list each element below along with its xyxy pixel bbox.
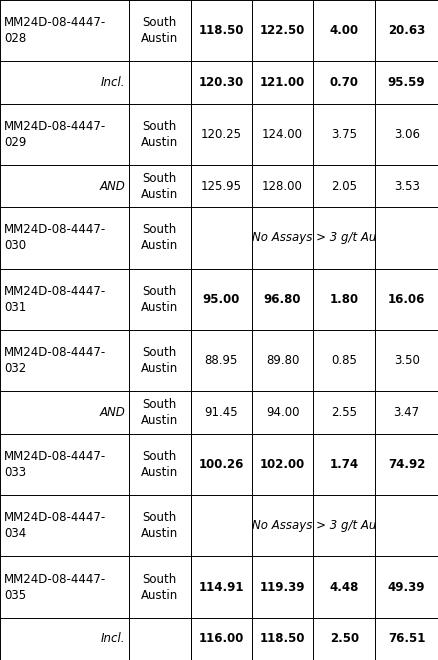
Text: South
Austin: South Austin — [141, 398, 179, 427]
Text: 100.26: 100.26 — [198, 458, 244, 471]
Text: Incl.: Incl. — [101, 76, 125, 89]
Text: 120.30: 120.30 — [198, 76, 244, 89]
Text: 76.51: 76.51 — [388, 632, 425, 645]
Text: 95.00: 95.00 — [202, 293, 240, 306]
Text: No Assays > 3 g/t Au: No Assays > 3 g/t Au — [252, 519, 376, 532]
Text: 3.06: 3.06 — [394, 128, 420, 141]
Text: 96.80: 96.80 — [264, 293, 301, 306]
Text: MM24D-08-4447-
031: MM24D-08-4447- 031 — [4, 285, 106, 314]
Text: 1.80: 1.80 — [330, 293, 359, 306]
Text: 91.45: 91.45 — [205, 406, 238, 419]
Text: South
Austin: South Austin — [141, 172, 179, 201]
Text: 3.50: 3.50 — [394, 354, 420, 367]
Text: 0.85: 0.85 — [331, 354, 357, 367]
Text: AND: AND — [99, 180, 125, 193]
Text: 74.92: 74.92 — [388, 458, 425, 471]
Text: 118.50: 118.50 — [260, 632, 305, 645]
Text: 95.59: 95.59 — [388, 76, 425, 89]
Text: 3.53: 3.53 — [394, 180, 420, 193]
Text: 1.74: 1.74 — [330, 458, 359, 471]
Text: 128.00: 128.00 — [262, 180, 303, 193]
Text: South
Austin: South Austin — [141, 223, 179, 252]
Text: South
Austin: South Austin — [141, 512, 179, 540]
Text: No Assays > 3 g/t Au: No Assays > 3 g/t Au — [252, 232, 376, 244]
Text: MM24D-08-4447-
034: MM24D-08-4447- 034 — [4, 512, 106, 540]
Text: 94.00: 94.00 — [266, 406, 299, 419]
Text: 2.05: 2.05 — [331, 180, 357, 193]
Text: 114.91: 114.91 — [198, 581, 244, 593]
Text: 49.39: 49.39 — [388, 581, 425, 593]
Text: MM24D-08-4447-
028: MM24D-08-4447- 028 — [4, 16, 106, 45]
Text: 4.00: 4.00 — [330, 24, 359, 37]
Text: 3.75: 3.75 — [331, 128, 357, 141]
Text: South
Austin: South Austin — [141, 285, 179, 314]
Text: 89.80: 89.80 — [266, 354, 299, 367]
Text: MM24D-08-4447-
032: MM24D-08-4447- 032 — [4, 346, 106, 375]
Text: 119.39: 119.39 — [260, 581, 305, 593]
Text: 118.50: 118.50 — [198, 24, 244, 37]
Text: South
Austin: South Austin — [141, 16, 179, 45]
Text: South
Austin: South Austin — [141, 120, 179, 148]
Text: 3.47: 3.47 — [394, 406, 420, 419]
Text: 124.00: 124.00 — [262, 128, 303, 141]
Text: 120.25: 120.25 — [201, 128, 242, 141]
Text: 4.48: 4.48 — [329, 581, 359, 593]
Text: MM24D-08-4447-
029: MM24D-08-4447- 029 — [4, 120, 106, 148]
Text: MM24D-08-4447-
030: MM24D-08-4447- 030 — [4, 223, 106, 252]
Text: 122.50: 122.50 — [260, 24, 305, 37]
Text: South
Austin: South Austin — [141, 450, 179, 478]
Text: South
Austin: South Austin — [141, 346, 179, 375]
Text: AND: AND — [99, 406, 125, 419]
Text: 102.00: 102.00 — [260, 458, 305, 471]
Text: 116.00: 116.00 — [198, 632, 244, 645]
Text: 20.63: 20.63 — [388, 24, 425, 37]
Text: South
Austin: South Austin — [141, 573, 179, 602]
Text: 121.00: 121.00 — [260, 76, 305, 89]
Text: 0.70: 0.70 — [330, 76, 359, 89]
Text: 2.50: 2.50 — [330, 632, 359, 645]
Text: 2.55: 2.55 — [331, 406, 357, 419]
Text: MM24D-08-4447-
033: MM24D-08-4447- 033 — [4, 450, 106, 478]
Text: MM24D-08-4447-
035: MM24D-08-4447- 035 — [4, 573, 106, 602]
Text: 125.95: 125.95 — [201, 180, 242, 193]
Text: Incl.: Incl. — [101, 632, 125, 645]
Text: 16.06: 16.06 — [388, 293, 425, 306]
Text: 88.95: 88.95 — [205, 354, 238, 367]
